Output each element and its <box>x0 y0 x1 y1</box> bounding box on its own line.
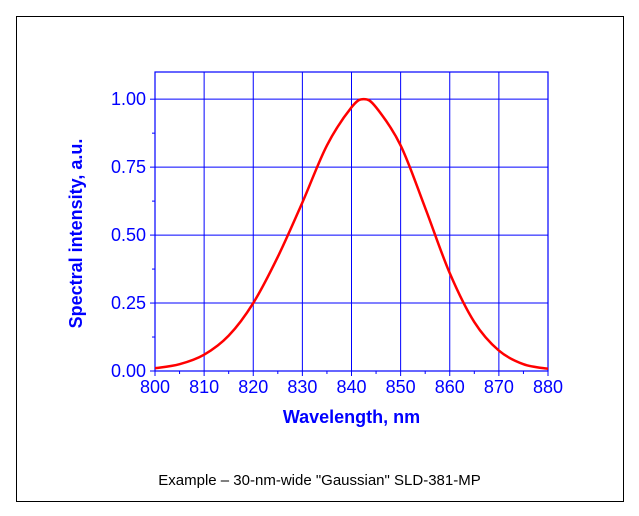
x-tick-label: 810 <box>189 377 219 397</box>
plot-area-border <box>154 71 549 372</box>
y-axis-label: Spectral intensity, a.u. <box>66 139 86 329</box>
figure-caption: Example – 30-nm-wide "Gaussian" SLD-381-… <box>158 472 481 489</box>
y-tick-label: 0.25 <box>111 293 146 313</box>
spectrum-curve-0 <box>154 97 549 371</box>
x-axis-label: Wavelength, nm <box>283 407 420 427</box>
x-tick-label: 850 <box>386 377 416 397</box>
y-tick-label: 0.50 <box>111 225 146 245</box>
x-tick-label: 860 <box>435 377 465 397</box>
x-tick-label: 800 <box>140 377 170 397</box>
x-tick-label: 840 <box>336 377 366 397</box>
x-tick-label: 830 <box>287 377 317 397</box>
y-tick-label: 0.75 <box>111 157 146 177</box>
x-tick-label: 820 <box>238 377 268 397</box>
y-tick-label: 0.00 <box>111 361 146 381</box>
x-tick-label: 870 <box>484 377 514 397</box>
y-tick-label: 1.00 <box>111 89 146 109</box>
x-tick-label: 880 <box>533 377 563 397</box>
figure-frame <box>16 16 624 502</box>
